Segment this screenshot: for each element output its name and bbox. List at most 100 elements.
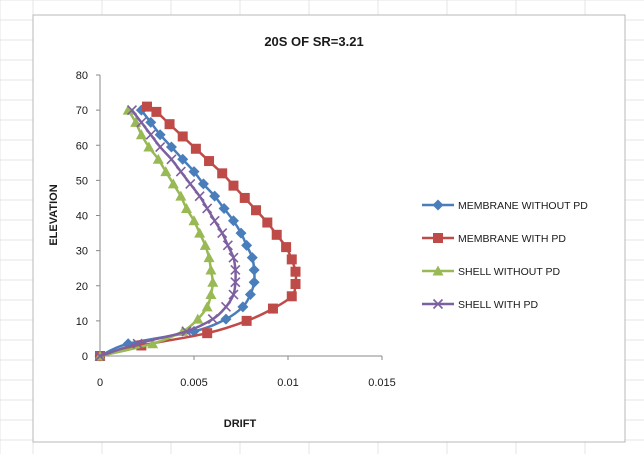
data-point-shell-without-pd bbox=[175, 190, 187, 201]
data-point-membrane-without-pd bbox=[197, 178, 209, 190]
data-point-shell-without-pd bbox=[147, 338, 159, 349]
data-point-shell-with-pd bbox=[145, 129, 156, 140]
data-point-shell-without-pd bbox=[180, 202, 192, 213]
series-shell-with-pd[interactable] bbox=[94, 105, 241, 362]
data-point-shell-without-pd bbox=[143, 141, 155, 152]
legend-item-shell-without-pd[interactable]: SHELL WITHOUT PD bbox=[422, 265, 561, 279]
data-point-membrane-without-pd bbox=[241, 239, 253, 251]
data-point-membrane-with-pd bbox=[217, 168, 228, 179]
legend-marker-shell-with-pd bbox=[432, 298, 444, 310]
data-point-membrane-with-pd bbox=[228, 180, 239, 191]
data-point-membrane-with-pd bbox=[177, 131, 188, 142]
data-point-shell-without-pd bbox=[205, 289, 217, 300]
data-point-shell-without-pd bbox=[201, 301, 213, 312]
data-point-membrane-with-pd bbox=[202, 328, 213, 339]
data-point-membrane-without-pd bbox=[246, 252, 258, 264]
data-point-shell-with-pd bbox=[228, 252, 239, 263]
data-point-membrane-with-pd bbox=[204, 156, 215, 167]
y-tick-label: 30 bbox=[76, 246, 88, 258]
legend-item-shell-with-pd[interactable]: SHELL WITH PD bbox=[422, 298, 539, 311]
data-point-membrane-with-pd bbox=[164, 119, 175, 130]
legend-item-membrane-without-pd[interactable]: MEMBRANE WITHOUT PD bbox=[422, 199, 588, 213]
data-point-membrane-without-pd bbox=[235, 227, 247, 239]
data-point-membrane-without-pd bbox=[248, 276, 260, 288]
y-tick-label: 0 bbox=[82, 351, 88, 363]
data-point-membrane-with-pd bbox=[241, 315, 252, 326]
data-point-membrane-without-pd bbox=[188, 166, 200, 178]
data-point-shell-with-pd bbox=[230, 264, 241, 276]
legend-label: MEMBRANE WITHOUT PD bbox=[458, 200, 588, 212]
data-point-shell-without-pd bbox=[167, 178, 179, 189]
data-point-membrane-without-pd bbox=[145, 116, 157, 128]
data-point-membrane-without-pd bbox=[237, 301, 249, 313]
data-point-membrane-without-pd bbox=[177, 153, 189, 165]
data-point-shell-with-pd bbox=[155, 141, 166, 153]
y-tick-label: 70 bbox=[76, 105, 88, 117]
data-point-membrane-with-pd bbox=[142, 101, 152, 112]
legend-marker-membrane-with-pd bbox=[433, 233, 443, 243]
data-point-shell-without-pd bbox=[192, 313, 204, 324]
legend-label: MEMBRANE WITH PD bbox=[458, 233, 566, 245]
data-point-membrane-without-pd bbox=[165, 141, 177, 153]
data-point-membrane-without-pd bbox=[154, 129, 166, 141]
y-tick-label: 80 bbox=[76, 70, 88, 82]
data-point-membrane-with-pd bbox=[286, 291, 297, 302]
y-tick-label: 10 bbox=[76, 316, 88, 328]
data-point-membrane-with-pd bbox=[251, 205, 262, 216]
legend[interactable]: MEMBRANE WITHOUT PD MEMBRANE WITH PD SHELL… bbox=[422, 199, 588, 312]
chart-area[interactable] bbox=[32, 14, 626, 443]
y-tick-label: 40 bbox=[76, 211, 88, 223]
data-point-shell-with-pd bbox=[217, 227, 228, 239]
data-point-shell-without-pd bbox=[205, 264, 217, 275]
x-tick-label: 0.01 bbox=[277, 377, 298, 389]
data-point-membrane-without-pd bbox=[209, 190, 221, 202]
data-point-membrane-with-pd bbox=[151, 106, 162, 117]
chart-title: 20S OF SR=3.21 bbox=[264, 34, 363, 49]
data-point-membrane-with-pd bbox=[286, 254, 297, 265]
legend-label: SHELL WITH PD bbox=[458, 299, 539, 311]
data-point-shell-without-pd bbox=[152, 153, 164, 164]
plot-area: 0 10 20 30 40 50 60 70 80 0 0.005 0.01 0.015 bbox=[76, 70, 396, 389]
y-tick-label: 60 bbox=[76, 140, 88, 152]
series-membrane-with-pd[interactable] bbox=[95, 101, 301, 361]
data-point-membrane-without-pd bbox=[227, 215, 239, 227]
data-point-shell-without-pd bbox=[135, 129, 147, 140]
series-line-membrane-with-pd bbox=[99, 105, 298, 358]
data-point-membrane-with-pd bbox=[190, 143, 201, 154]
data-point-shell-without-pd bbox=[203, 252, 215, 263]
data-point-shell-with-pd bbox=[209, 215, 220, 226]
data-point-shell-with-pd bbox=[126, 105, 138, 116]
data-point-membrane-with-pd bbox=[271, 229, 282, 240]
series-shell-without-pd[interactable] bbox=[94, 104, 219, 361]
data-point-membrane-with-pd bbox=[290, 278, 301, 289]
data-point-shell-with-pd bbox=[185, 178, 196, 189]
data-point-shell-with-pd bbox=[175, 166, 186, 177]
data-point-membrane-without-pd bbox=[220, 313, 232, 325]
legend-marker-membrane-without-pd bbox=[432, 199, 444, 211]
data-point-shell-with-pd bbox=[220, 301, 232, 312]
data-point-shell-with-pd bbox=[94, 350, 106, 362]
data-point-shell-without-pd bbox=[199, 239, 211, 250]
legend-label: SHELL WITHOUT PD bbox=[458, 266, 561, 278]
data-point-shell-without-pd bbox=[194, 227, 206, 238]
legend-item-membrane-with-pd[interactable]: MEMBRANE WITH PD bbox=[422, 233, 566, 245]
x-axis-title: DRIFT bbox=[224, 418, 257, 430]
data-point-membrane-with-pd bbox=[267, 303, 278, 314]
data-point-shell-with-pd bbox=[181, 326, 192, 337]
data-point-membrane-without-pd bbox=[244, 289, 256, 301]
data-point-membrane-with-pd bbox=[290, 266, 301, 277]
data-point-shell-with-pd bbox=[136, 117, 147, 128]
x-tick-label: 0 bbox=[97, 377, 103, 389]
data-point-shell-without-pd bbox=[207, 276, 219, 287]
x-tick-label: 0.015 bbox=[368, 377, 396, 389]
x-tick-label: 0.005 bbox=[180, 377, 208, 389]
data-point-shell-with-pd bbox=[207, 314, 218, 325]
data-point-membrane-without-pd bbox=[218, 202, 230, 214]
data-point-membrane-with-pd bbox=[262, 217, 273, 228]
y-tick-label: 20 bbox=[76, 281, 88, 293]
y-axis-title: ELEVATION bbox=[48, 184, 60, 245]
data-point-membrane-with-pd bbox=[281, 242, 292, 253]
data-point-shell-with-pd bbox=[166, 154, 177, 165]
